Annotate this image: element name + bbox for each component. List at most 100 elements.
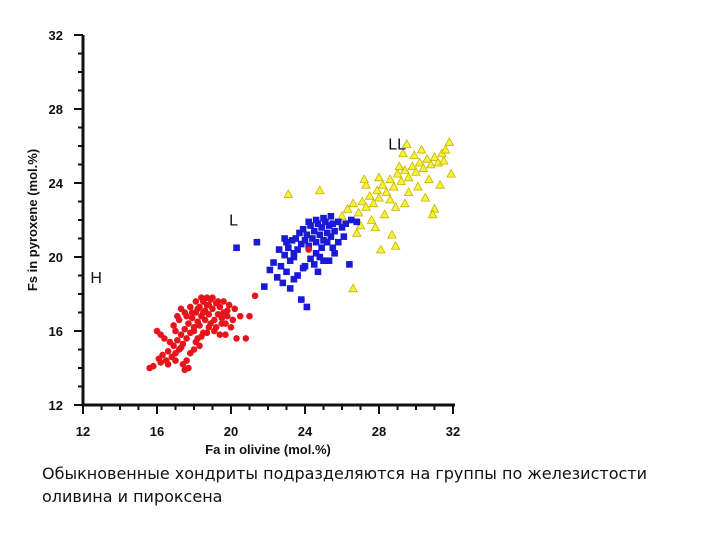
data-point [192, 298, 200, 305]
slide-caption: Обыкновенные хондриты подразделяются на … [42, 462, 712, 508]
data-point [212, 324, 220, 331]
data-point [312, 250, 320, 257]
data-point [299, 264, 307, 272]
data-point [177, 344, 185, 351]
data-point [381, 187, 392, 197]
data-point [414, 157, 425, 167]
data-point [283, 238, 290, 246]
data-point [172, 357, 179, 364]
data-point [368, 198, 379, 208]
data-point [440, 144, 451, 154]
data-point [429, 152, 440, 161]
data-point [220, 298, 227, 305]
data-point [435, 179, 445, 189]
data-point [177, 331, 185, 339]
y-tick-label: 20 [49, 250, 63, 265]
data-point [194, 305, 201, 313]
data-point [407, 161, 418, 171]
data-point [320, 237, 327, 244]
data-point [359, 174, 370, 184]
data-point [307, 255, 314, 263]
data-point [183, 312, 190, 320]
data-point [231, 305, 238, 313]
data-point [261, 283, 268, 290]
data-point [183, 335, 190, 342]
data-point [251, 292, 259, 300]
data-point [298, 240, 305, 248]
data-point [320, 214, 327, 222]
data-point [207, 320, 214, 327]
data-point [314, 268, 322, 276]
data-point [285, 244, 292, 252]
data-point [427, 209, 438, 219]
data-point [446, 168, 457, 178]
data-point [438, 155, 449, 165]
data-point [177, 305, 185, 313]
data-point [327, 213, 335, 220]
data-point [348, 198, 358, 208]
data-point [266, 266, 274, 274]
data-point [425, 159, 436, 169]
data-point [286, 285, 294, 292]
data-point [305, 218, 312, 226]
data-point [303, 303, 311, 311]
data-point [233, 244, 240, 252]
data-point [403, 172, 414, 182]
data-point [192, 338, 200, 346]
data-point [353, 207, 364, 217]
data-point [174, 336, 181, 344]
data-point [283, 189, 294, 198]
data-point [294, 272, 301, 279]
x-tick-label: 32 [446, 424, 460, 439]
data-point [277, 262, 285, 270]
data-point [224, 307, 231, 314]
data-point [236, 312, 244, 320]
data-point [305, 246, 313, 253]
y-tick-label: 28 [49, 102, 63, 117]
data-point [174, 312, 181, 320]
data-point [166, 338, 174, 346]
y-axis-title: Fs in pyroxene (mol.%) [25, 149, 40, 291]
data-point [185, 320, 192, 327]
axes: 12 16 20 24 28 32 12 16 20 24 28 32 [49, 28, 461, 439]
data-point [203, 294, 211, 302]
data-point [229, 316, 237, 324]
data-point [273, 274, 281, 281]
caption-line-2: оливина и пироксена [42, 487, 223, 506]
data-point [310, 227, 318, 235]
data-point [164, 361, 172, 368]
data-point [323, 238, 331, 246]
data-point [325, 257, 333, 264]
x-tick-label: 12 [76, 424, 90, 439]
data-point [279, 279, 287, 287]
data-point [329, 220, 337, 227]
data-point [224, 312, 231, 320]
data-point [170, 322, 177, 329]
data-point [401, 139, 412, 148]
data-point [155, 355, 163, 363]
data-point [303, 231, 311, 239]
data-point [270, 259, 277, 266]
data-point [322, 218, 329, 226]
data-point [335, 238, 342, 246]
data-point [310, 261, 318, 268]
data-point [318, 244, 325, 252]
data-point [385, 174, 395, 184]
data-point [374, 172, 384, 182]
data-point [196, 322, 203, 329]
x-tick-label: 20 [224, 424, 238, 439]
data-point [205, 311, 213, 318]
data-point [357, 196, 368, 206]
data-point [309, 235, 316, 242]
data-point [198, 333, 205, 340]
data-point [353, 218, 361, 226]
data-point [420, 192, 431, 202]
data-point [424, 174, 434, 184]
data-point [411, 166, 421, 176]
data-point [216, 331, 224, 339]
data-point [361, 179, 371, 189]
data-point [316, 231, 324, 239]
data-point [283, 268, 290, 276]
data-point [348, 283, 358, 293]
data-point [444, 137, 455, 147]
